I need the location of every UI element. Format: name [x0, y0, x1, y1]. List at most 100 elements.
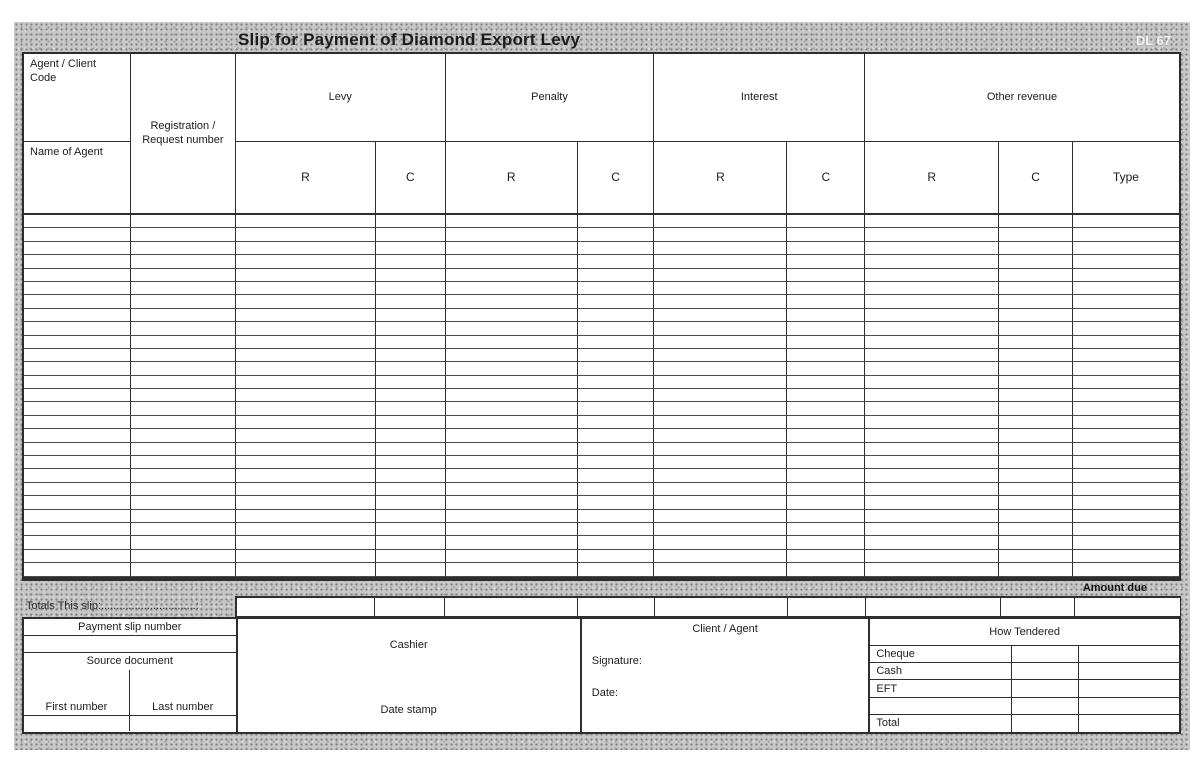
- body-cell: [865, 241, 1000, 256]
- body-cell: [130, 389, 236, 403]
- totals-cell: [445, 595, 578, 617]
- body-cell: [376, 268, 446, 282]
- body-cell: [24, 469, 131, 483]
- body-grid: [24, 215, 1179, 579]
- body-cell: [445, 241, 578, 256]
- table-paper: Agent / Client Code Name of Agent Regist…: [22, 54, 1181, 581]
- body-cell: [235, 228, 376, 242]
- body-cell: [130, 496, 236, 510]
- body-cell: [787, 295, 866, 309]
- first-number-label: First number: [24, 669, 130, 715]
- payment-slip-number-label: Payment slip number: [24, 619, 236, 636]
- body-cell: [445, 563, 578, 577]
- body-cell: [654, 522, 788, 537]
- header-name-of-agent: Name of Agent: [24, 142, 131, 213]
- body-cell: [999, 549, 1073, 564]
- body-cell: [445, 482, 578, 497]
- tender-amount-cell: [1078, 714, 1179, 732]
- tender-row: EFT: [870, 679, 1179, 697]
- body-cell: [376, 415, 446, 430]
- body-cell: [654, 429, 788, 443]
- body-cell: [1072, 336, 1179, 349]
- body-cell: [999, 241, 1073, 256]
- body-cell: [999, 281, 1073, 296]
- body-cell: [654, 496, 788, 510]
- body-cell: [577, 536, 655, 550]
- header-other-c: C: [999, 142, 1073, 213]
- body-cell: [24, 281, 131, 296]
- body-cell: [654, 549, 788, 564]
- body-cell: [654, 415, 788, 430]
- body-cell: [577, 228, 655, 242]
- totals-this-slip-label: Totals This slip:.......................…: [26, 600, 199, 613]
- body-cell: [865, 402, 1000, 416]
- body-cell: [1072, 483, 1179, 497]
- body-cell: [787, 496, 866, 510]
- header-levy-r: R: [236, 142, 376, 213]
- body-cell: [130, 268, 236, 282]
- header-agent-client-code: Agent / Client Code: [24, 54, 131, 142]
- body-cell: [865, 308, 1000, 323]
- body-cell: [24, 322, 131, 336]
- body-cell: [130, 362, 236, 376]
- body-cell: [445, 429, 578, 443]
- body-cell: [865, 509, 1000, 523]
- body-cell: [654, 335, 788, 349]
- body-cell: [654, 281, 788, 296]
- body-cell: [235, 549, 376, 564]
- body-cell: [787, 536, 866, 550]
- body-cell: [999, 308, 1073, 323]
- bottom-band: [22, 733, 1181, 750]
- totals-row: Totals This slip:.......................…: [22, 595, 1181, 617]
- body-cell: [235, 308, 376, 323]
- date-label: Date:: [591, 686, 619, 699]
- body-cell: [577, 429, 655, 443]
- body-cell: [130, 228, 236, 242]
- body-cell: [1072, 456, 1179, 470]
- body-cell: [999, 255, 1073, 269]
- tender-amount-cell: [1011, 661, 1079, 680]
- body-cell: [24, 255, 131, 269]
- body-cell: [577, 522, 655, 537]
- body-cell: [865, 429, 1000, 443]
- body-cell: [1072, 228, 1179, 242]
- body-cell: [1072, 469, 1179, 483]
- body-cell: [999, 215, 1073, 229]
- body-cell: [376, 402, 446, 416]
- body-cell: [376, 496, 446, 510]
- body-cell: [787, 415, 866, 430]
- body-cell: [24, 228, 131, 242]
- body-cell: [235, 335, 376, 349]
- body-cell: [376, 469, 446, 483]
- tender-row: [870, 696, 1179, 715]
- body-cell: [577, 268, 655, 282]
- body-cell: [577, 308, 655, 323]
- body-cell: [787, 375, 866, 390]
- body-cell: [376, 281, 446, 296]
- body-cell: [787, 322, 866, 336]
- amount-due-band: Amount due: [22, 581, 1181, 596]
- body-cell: [577, 362, 655, 376]
- body-cell: [999, 496, 1073, 510]
- body-cell: [654, 389, 788, 403]
- body-cell: [24, 509, 131, 523]
- header-interest-r: R: [654, 142, 788, 213]
- body-cell: [654, 456, 788, 470]
- body-cell: [130, 308, 236, 323]
- body-cell: [24, 442, 131, 457]
- header-penalty-r: R: [446, 142, 578, 213]
- body-cell: [24, 348, 131, 363]
- how-tendered-label: How Tendered: [989, 625, 1061, 638]
- body-cell: [577, 442, 655, 457]
- title-band: Slip for Payment of Diamond Export Levy …: [22, 28, 1181, 54]
- body-cell: [865, 442, 1000, 457]
- body-cell: [577, 456, 655, 470]
- cashier-label: Cashier: [389, 638, 428, 651]
- date-stamp-label: Date stamp: [380, 703, 437, 716]
- body-cell: [577, 241, 655, 256]
- header-group-penalty: Penalty: [445, 54, 655, 142]
- footer-section: Payment slip number Source document Firs…: [22, 616, 1181, 734]
- body-cell: [577, 563, 655, 577]
- body-cell: [865, 522, 1000, 537]
- body-cell: [1072, 295, 1179, 309]
